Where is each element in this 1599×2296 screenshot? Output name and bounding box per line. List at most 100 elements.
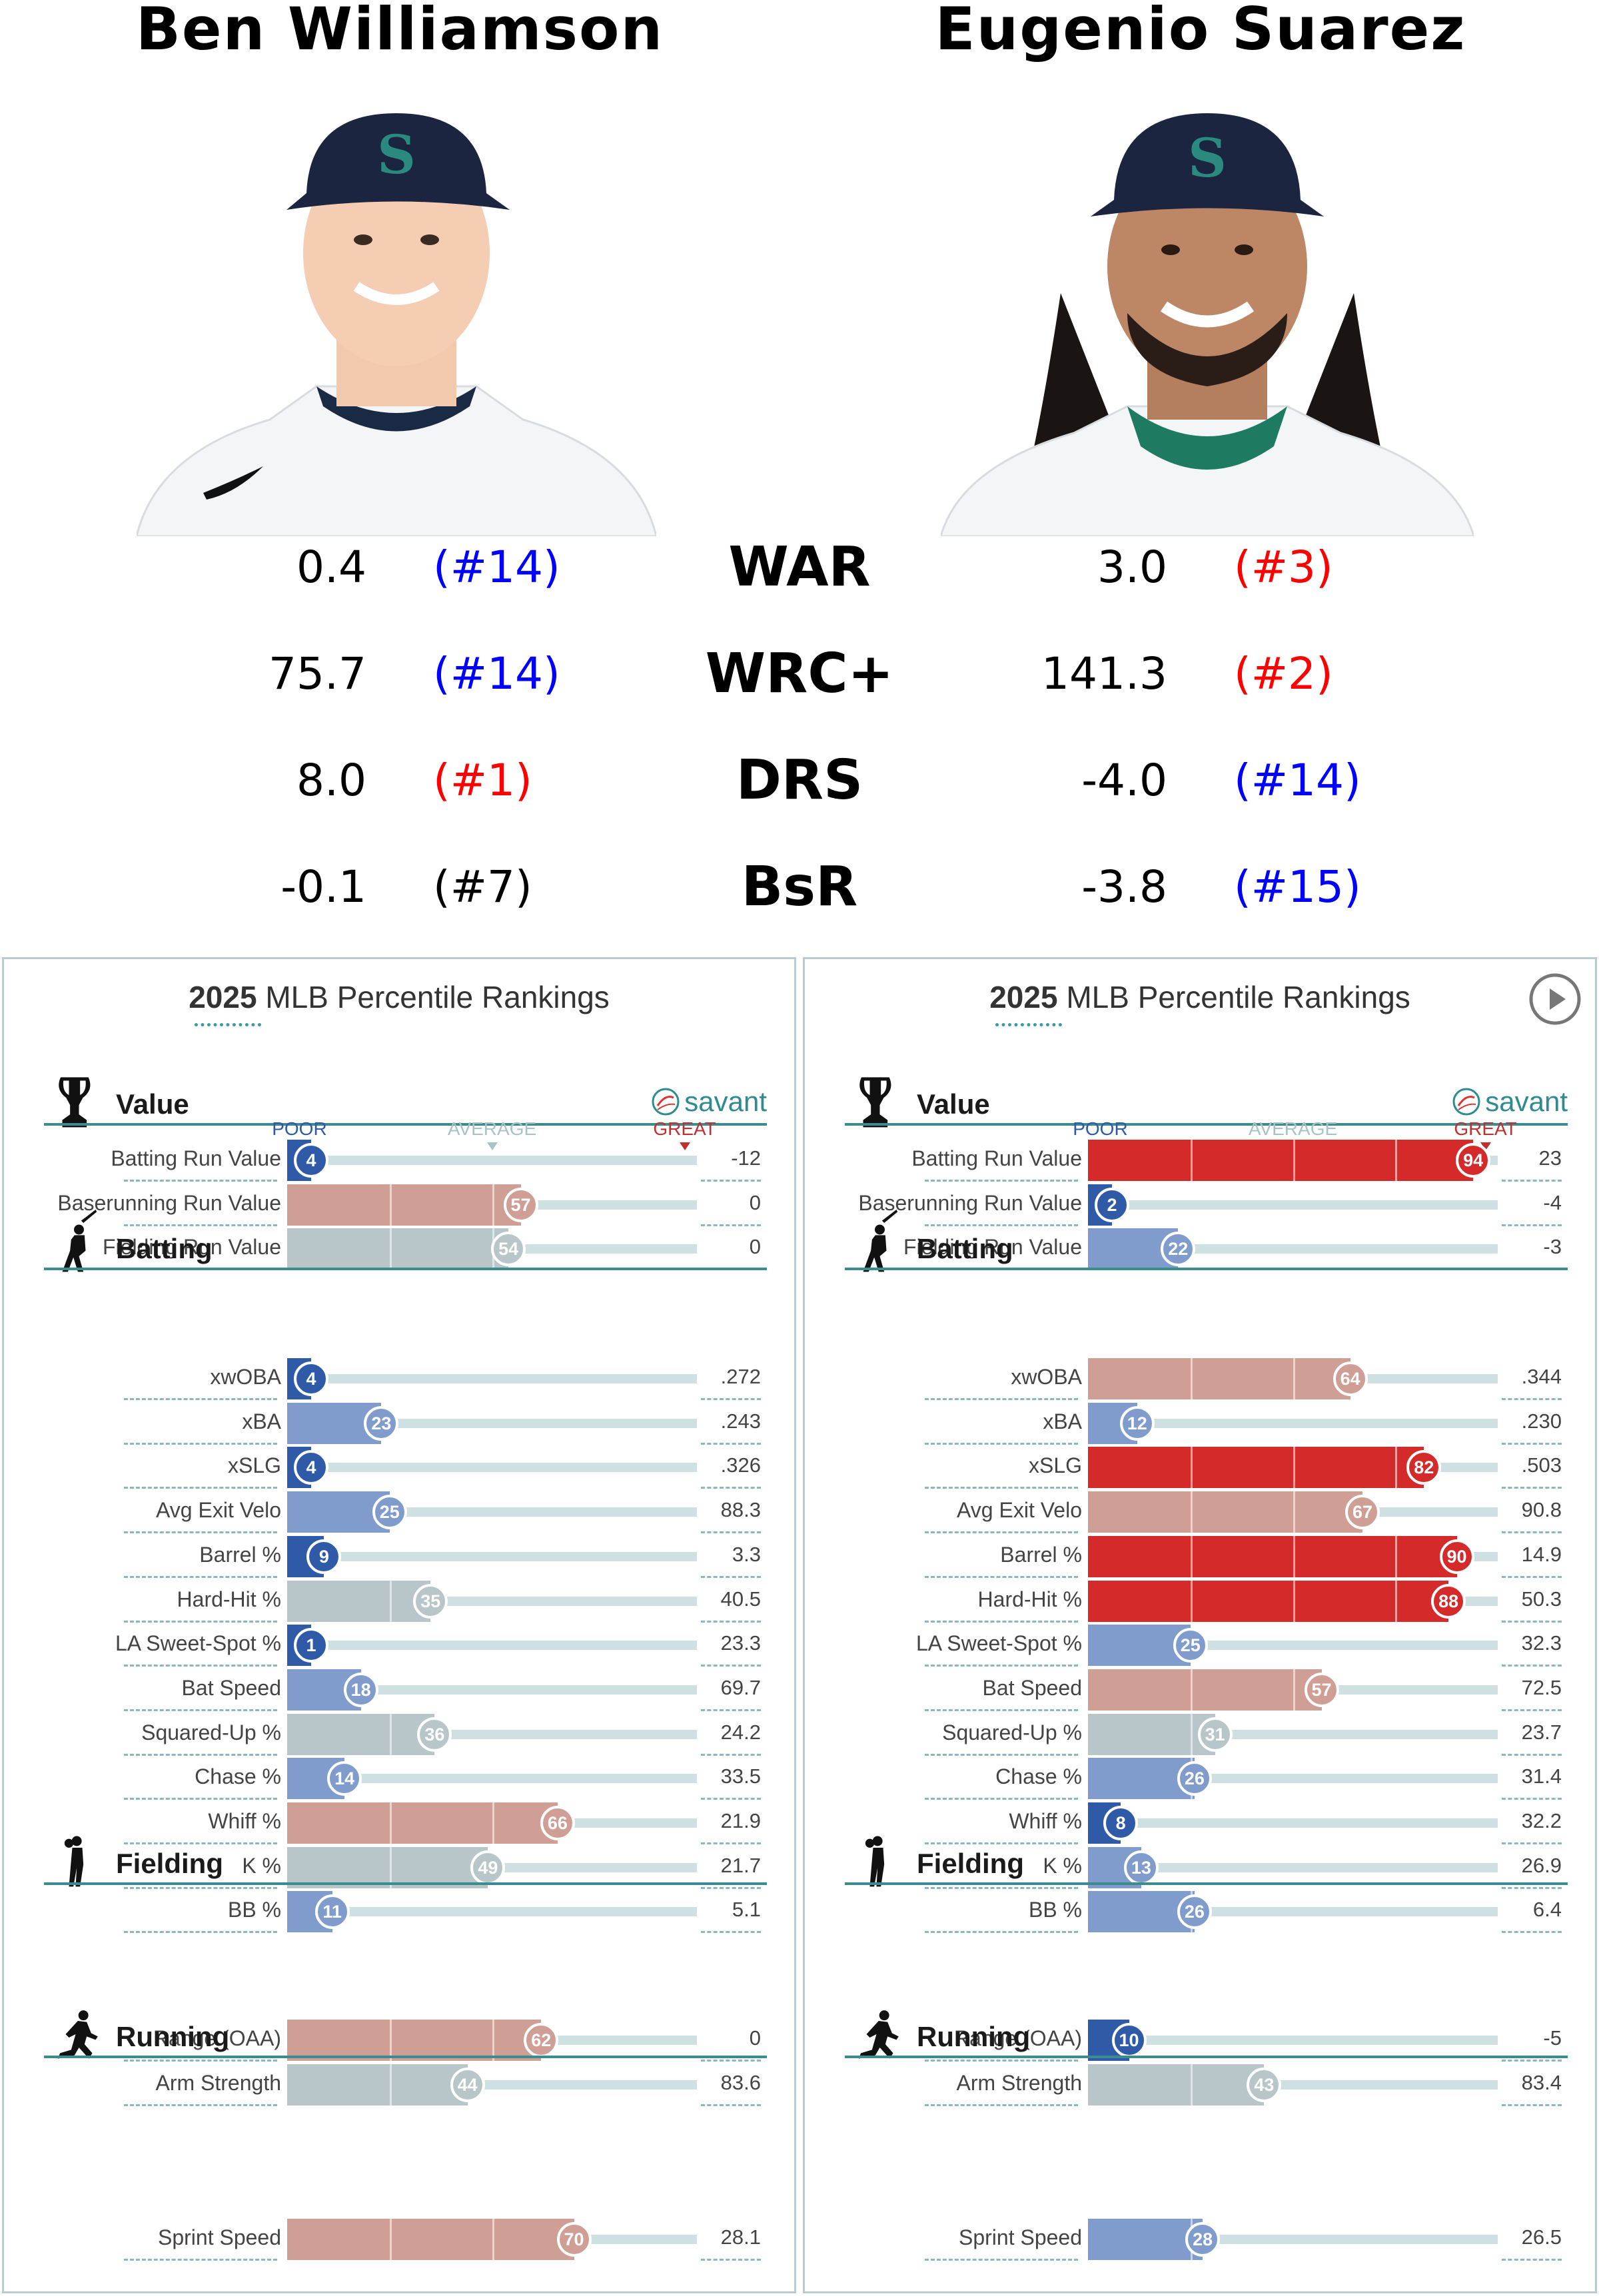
bar-divider [389, 2219, 392, 2260]
metric-row: LA Sweet-Spot % 1 23.3 [4, 1623, 794, 1667]
section-running: Running [845, 2010, 1568, 2059]
percentile-bar [287, 1846, 488, 1888]
row-separator [925, 1753, 1078, 1756]
metric-row: Baserunning Run Value 57 0 [4, 1183, 794, 1227]
percentile-dot: 57 [503, 1187, 538, 1222]
percentile-dot: 4 [294, 1361, 328, 1396]
row-separator [701, 1709, 761, 1711]
row-separator [1502, 1224, 1562, 1226]
metric-row: Sprint Speed 70 28.1 [4, 2217, 794, 2261]
bar-divider [1190, 1535, 1193, 1577]
row-separator [701, 1575, 761, 1578]
metric-label: Batting Run Value [111, 1146, 281, 1170]
metric-row: Range (OAA) 62 0 [4, 2018, 794, 2062]
percentile-bar [1088, 1758, 1195, 1800]
metric-row: K % 49 21.7 [4, 1846, 794, 1890]
section-value: Value savant [845, 1077, 1568, 1128]
metric-label: xBA [1043, 1409, 1082, 1433]
section-title: Value [116, 1088, 189, 1120]
metric-label: Whiff % [208, 1809, 281, 1833]
metric-value: .344 [1521, 1365, 1562, 1388]
percentile-bar [1088, 1669, 1322, 1711]
play-button[interactable] [1528, 972, 1582, 1026]
metric-value: 23.3 [720, 1631, 761, 1655]
percentile-dot: 49 [470, 1850, 506, 1885]
row-separator [925, 1665, 1078, 1667]
metric-row: Batting Run Value 94 23 [805, 1138, 1595, 1182]
player-name-left: Ben Williamson [135, 0, 664, 63]
left-stat-value: 75.7 [268, 648, 366, 699]
section-title: Running [116, 2021, 230, 2052]
bar-divider [389, 1580, 392, 1622]
row-separator [1502, 1665, 1562, 1667]
percentile-dot: 23 [364, 1405, 399, 1441]
svg-text:S: S [377, 123, 416, 186]
bar-divider [492, 1802, 494, 1844]
percentile-dot: 57 [1304, 1672, 1339, 1707]
section-line [845, 1268, 1568, 1270]
savant-logo: savant [651, 1086, 767, 1118]
metric-row: Range (OAA) 10 -5 [805, 2018, 1595, 2062]
row-separator [124, 2060, 277, 2062]
percentile-dot: 90 [1439, 1539, 1474, 1574]
percentile-dot: 26 [1177, 1894, 1212, 1930]
bar-divider [1190, 1669, 1193, 1711]
row-separator [701, 1620, 761, 1623]
row-separator [124, 1620, 277, 1623]
savant-text: savant [684, 1086, 767, 1117]
scale-label-great: GREAT [1454, 1118, 1517, 1139]
metric-label: Squared-Up % [141, 1720, 281, 1744]
metric-label: Avg Exit Velo [156, 1498, 281, 1523]
section-line [44, 1882, 767, 1885]
percentile-track [287, 1641, 697, 1651]
section-line [44, 1123, 767, 1126]
bar-divider [1190, 1358, 1193, 1399]
metric-value: -12 [731, 1146, 761, 1170]
metric-value: -5 [1543, 2026, 1562, 2050]
row-separator [1502, 2060, 1562, 2062]
metric-label: K % [242, 1853, 281, 1878]
scale-label-average: AVERAGE [1248, 1118, 1338, 1139]
metric-value: 21.9 [720, 1809, 761, 1832]
row-separator [701, 2060, 761, 2062]
metric-value: -3 [1543, 1235, 1562, 1259]
row-separator [701, 1442, 761, 1445]
metric-label: Whiff % [1009, 1809, 1082, 1833]
metric-row: xwOBA 4 .272 [4, 1357, 794, 1401]
percentile-dot: 54 [491, 1232, 526, 1267]
row-separator [701, 1798, 761, 1800]
metric-label: Hard-Hit % [977, 1587, 1082, 1611]
percentile-bar [1088, 1535, 1457, 1577]
bar-divider [1395, 1447, 1398, 1489]
percentile-dot: 43 [1247, 2067, 1282, 2102]
metric-value: 83.6 [720, 2070, 761, 2094]
bar-divider [1190, 1491, 1193, 1533]
row-separator [925, 2060, 1078, 2062]
panel-title-text: MLB Percentile Rankings [1057, 980, 1410, 1014]
row-separator [925, 1798, 1078, 1800]
savant-text: savant [1485, 1086, 1568, 1117]
right-stat-value: -3.8 [1081, 861, 1167, 913]
percentile-dot: 18 [343, 1672, 378, 1707]
percentile-track [1088, 1418, 1498, 1428]
metric-label: xwOBA [210, 1365, 281, 1389]
right-stat-value: 141.3 [1041, 648, 1167, 699]
row-separator [124, 1753, 277, 1756]
left-stat-value: -0.1 [280, 861, 366, 913]
metric-row: Batting Run Value 4 -12 [4, 1138, 794, 1182]
bar-divider [1190, 1447, 1193, 1489]
metric-row: Sprint Speed 28 26.5 [805, 2217, 1595, 2261]
savant-logo: savant [1452, 1086, 1568, 1118]
percentile-bar [1088, 1447, 1424, 1489]
percentile-dot: 2 [1095, 1187, 1129, 1222]
percentile-dot: 94 [1456, 1143, 1491, 1178]
percentile-track [1088, 2036, 1498, 2045]
percentile-dot: 88 [1431, 1583, 1466, 1619]
percentile-track [287, 1685, 697, 1695]
stat-row-war: 0.4 (#14) WAR 3.0 (#3) [0, 540, 1599, 595]
percentile-dot: 25 [372, 1495, 407, 1530]
row-separator [701, 1753, 761, 1756]
metric-row: Barrel % 90 14.9 [805, 1535, 1595, 1579]
savant-icon [1452, 1088, 1480, 1116]
scale-label-great: GREAT [653, 1118, 716, 1139]
